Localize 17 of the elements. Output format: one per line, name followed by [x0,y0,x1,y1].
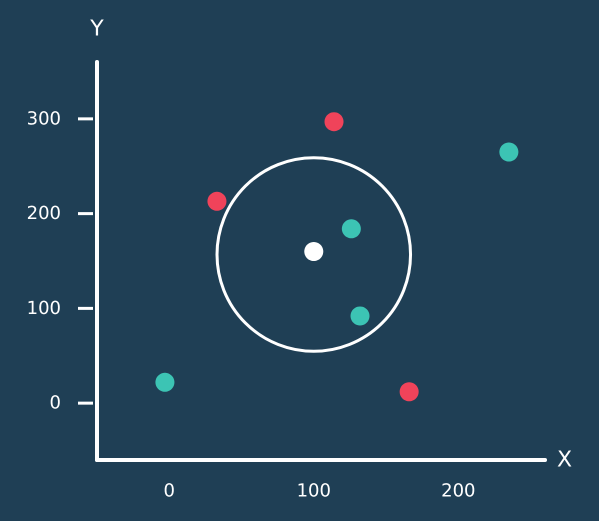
point [342,219,361,238]
x-tick-label: 200 [441,480,476,502]
point [207,192,226,211]
x-tick-label: 0 [164,480,175,502]
x-tick-label: 100 [296,480,331,502]
y-tick-label: 0 [50,392,61,414]
point [324,112,344,132]
point [350,306,370,326]
y-axis-title: Y [89,16,104,42]
y-tick-label: 300 [26,108,61,130]
point [400,382,419,402]
y-tick-label: 100 [26,298,61,319]
point [304,242,324,262]
point [499,142,518,162]
point [155,372,174,392]
y-tick-label: 200 [26,203,61,224]
x-axis-title: X [557,448,572,472]
